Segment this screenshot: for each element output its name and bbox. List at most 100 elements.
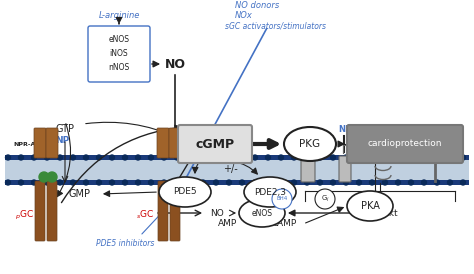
Text: sGC activators/stimulators: sGC activators/stimulators (225, 21, 326, 30)
Circle shape (279, 155, 283, 160)
Circle shape (174, 155, 180, 160)
FancyBboxPatch shape (46, 128, 58, 158)
Circle shape (57, 180, 63, 185)
Circle shape (18, 155, 24, 160)
FancyBboxPatch shape (347, 125, 463, 163)
Circle shape (461, 155, 465, 160)
Circle shape (47, 172, 57, 182)
Circle shape (383, 180, 388, 185)
Text: AMP: AMP (219, 219, 237, 229)
Text: nNOS: nNOS (109, 64, 129, 73)
Circle shape (239, 155, 245, 160)
Circle shape (97, 155, 101, 160)
Text: iNOS: iNOS (109, 50, 128, 59)
Circle shape (97, 180, 101, 185)
Circle shape (421, 155, 427, 160)
Circle shape (272, 189, 292, 209)
Text: NO: NO (164, 58, 185, 70)
Text: GTP: GTP (55, 124, 74, 134)
Text: L-arginine: L-arginine (98, 12, 140, 21)
Text: PI3K/Akt: PI3K/Akt (360, 209, 398, 218)
FancyBboxPatch shape (47, 181, 57, 241)
Circle shape (279, 180, 283, 185)
Text: NPR-A/B: NPR-A/B (13, 142, 43, 147)
FancyBboxPatch shape (169, 128, 181, 158)
Ellipse shape (159, 177, 211, 207)
Circle shape (45, 155, 49, 160)
Circle shape (253, 180, 257, 185)
Circle shape (109, 155, 115, 160)
Circle shape (122, 155, 128, 160)
Circle shape (461, 180, 465, 185)
Circle shape (18, 180, 24, 185)
Circle shape (227, 155, 231, 160)
Text: eNOS: eNOS (252, 209, 273, 218)
Text: BK: BK (379, 125, 392, 135)
Circle shape (31, 155, 36, 160)
Circle shape (136, 155, 140, 160)
Circle shape (6, 180, 10, 185)
FancyBboxPatch shape (88, 26, 150, 82)
Circle shape (253, 155, 257, 160)
Text: PDE2,3: PDE2,3 (254, 187, 286, 196)
Circle shape (409, 155, 413, 160)
Circle shape (188, 155, 192, 160)
Text: NP: NP (55, 136, 69, 145)
FancyBboxPatch shape (158, 181, 168, 241)
Circle shape (239, 180, 245, 185)
FancyBboxPatch shape (34, 128, 46, 158)
Bar (5, 180, 469, 185)
Circle shape (71, 180, 75, 185)
Circle shape (447, 180, 453, 185)
Circle shape (57, 155, 63, 160)
Circle shape (148, 180, 154, 185)
Circle shape (330, 180, 336, 185)
Text: PKA: PKA (361, 201, 380, 211)
Circle shape (83, 155, 89, 160)
Circle shape (71, 155, 75, 160)
Circle shape (213, 180, 219, 185)
Circle shape (356, 180, 362, 185)
Bar (5, 160, 469, 180)
Text: cAMP: cAMP (273, 219, 297, 229)
Text: PDE5: PDE5 (173, 187, 197, 196)
FancyBboxPatch shape (339, 156, 351, 182)
Text: PKG: PKG (300, 139, 320, 149)
Circle shape (383, 155, 388, 160)
Text: NO: NO (210, 209, 224, 218)
Text: Insulin: Insulin (419, 125, 451, 135)
Text: GMP: GMP (69, 189, 91, 199)
Circle shape (31, 180, 36, 185)
Text: G$_i$: G$_i$ (320, 194, 329, 204)
Circle shape (447, 155, 453, 160)
Text: eNOS: eNOS (109, 36, 129, 44)
Circle shape (213, 155, 219, 160)
Ellipse shape (244, 177, 296, 207)
Circle shape (292, 155, 297, 160)
Circle shape (148, 155, 154, 160)
Circle shape (83, 180, 89, 185)
Circle shape (45, 180, 49, 185)
Circle shape (188, 180, 192, 185)
Circle shape (318, 155, 322, 160)
Circle shape (421, 180, 427, 185)
Circle shape (395, 180, 401, 185)
Circle shape (315, 189, 335, 209)
Circle shape (136, 180, 140, 185)
Circle shape (304, 180, 310, 185)
Text: NOx: NOx (235, 12, 253, 21)
Text: NP: NP (338, 125, 352, 135)
Text: BH4: BH4 (276, 196, 288, 201)
Circle shape (265, 155, 271, 160)
Text: PDE5 inhibitors: PDE5 inhibitors (96, 239, 154, 249)
Text: NO donors: NO donors (235, 1, 279, 10)
FancyBboxPatch shape (170, 181, 180, 241)
Circle shape (304, 155, 310, 160)
Circle shape (370, 180, 374, 185)
Circle shape (318, 180, 322, 185)
Circle shape (122, 180, 128, 185)
Circle shape (395, 155, 401, 160)
Circle shape (162, 155, 166, 160)
Circle shape (435, 180, 439, 185)
Circle shape (227, 180, 231, 185)
